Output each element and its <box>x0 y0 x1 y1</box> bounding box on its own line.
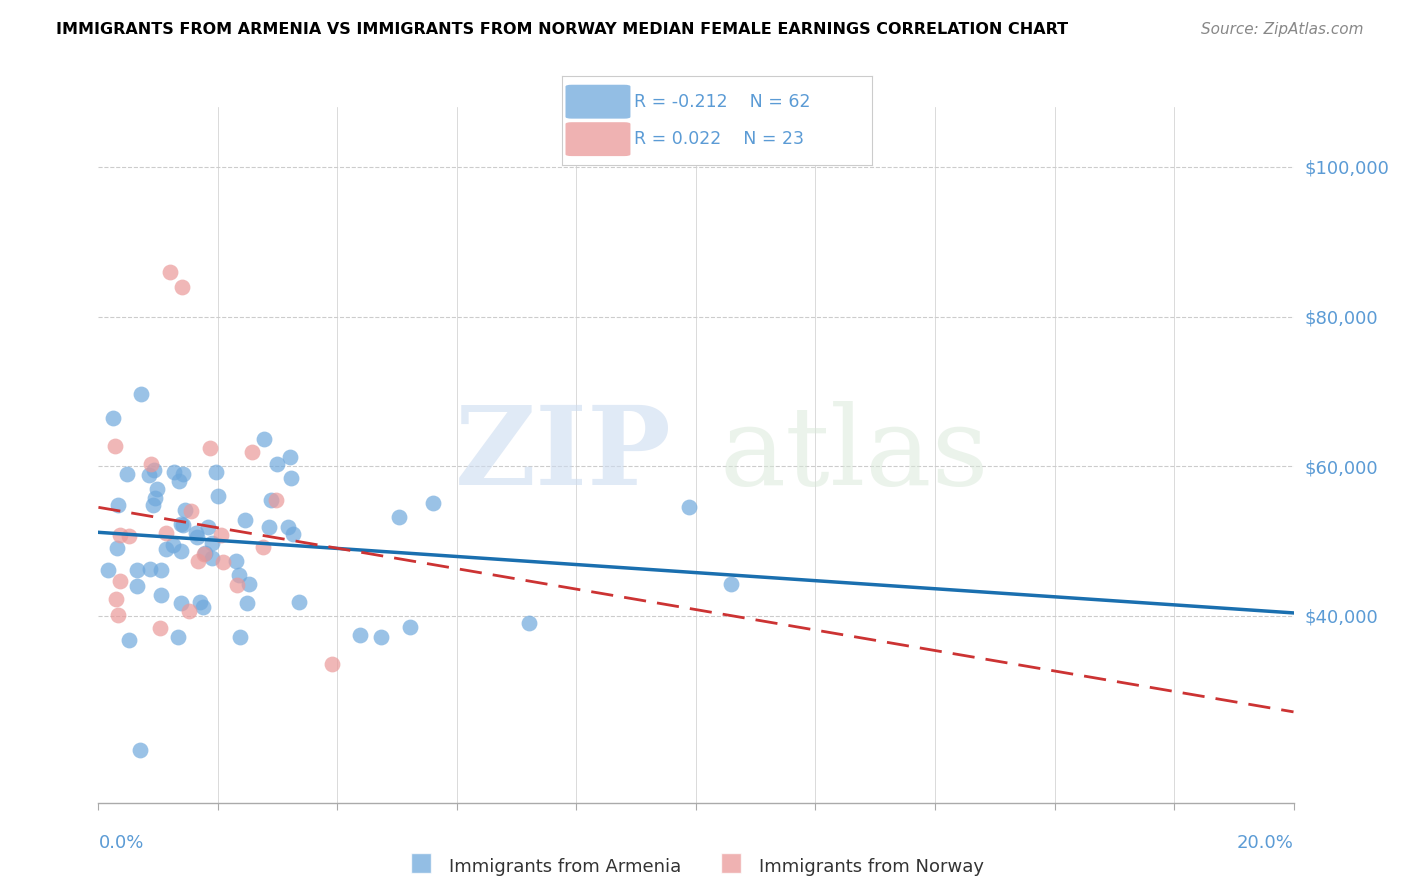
Point <box>519 616 541 631</box>
Point <box>194 546 217 560</box>
Point <box>264 493 287 508</box>
Point <box>107 607 129 622</box>
Point <box>115 467 138 482</box>
Point <box>280 471 302 485</box>
Text: atlas: atlas <box>720 401 990 508</box>
Point <box>101 411 124 425</box>
Point <box>105 541 128 555</box>
Point <box>260 492 283 507</box>
Point <box>240 445 263 459</box>
Point <box>278 450 301 464</box>
FancyBboxPatch shape <box>565 122 630 156</box>
Point <box>139 457 162 471</box>
Point <box>191 600 214 615</box>
Text: 20.0%: 20.0% <box>1237 834 1294 852</box>
Point <box>170 517 193 532</box>
Point <box>257 520 280 534</box>
Point <box>186 525 208 540</box>
Point <box>678 500 700 515</box>
Point <box>172 518 194 533</box>
Point <box>145 491 167 505</box>
Point <box>212 555 235 569</box>
Point <box>187 554 209 568</box>
Point <box>131 387 153 401</box>
Point <box>207 489 229 503</box>
Point <box>201 536 224 550</box>
Point <box>186 529 208 543</box>
Text: R = 0.022    N = 23: R = 0.022 N = 23 <box>634 130 804 148</box>
Point <box>283 526 305 541</box>
Point <box>236 597 259 611</box>
Point <box>150 563 173 577</box>
Point <box>155 526 177 541</box>
Point <box>145 482 167 496</box>
Point <box>225 554 247 568</box>
Text: Source: ZipAtlas.com: Source: ZipAtlas.com <box>1201 22 1364 37</box>
Point <box>125 563 148 577</box>
Point <box>142 498 165 512</box>
Point <box>193 547 215 561</box>
Point <box>167 474 190 488</box>
Text: 0.0%: 0.0% <box>98 834 143 852</box>
Point <box>173 502 195 516</box>
Point <box>138 467 160 482</box>
Point <box>180 504 202 518</box>
Point <box>229 630 252 644</box>
Point <box>422 496 444 510</box>
Point <box>228 568 250 582</box>
Text: ZIP: ZIP <box>456 401 672 508</box>
Point <box>117 632 139 647</box>
Point <box>169 596 191 610</box>
Point <box>252 540 274 554</box>
Point <box>225 578 247 592</box>
Point <box>155 541 177 556</box>
Point <box>205 465 228 479</box>
Point <box>209 527 232 541</box>
Point <box>118 529 141 543</box>
Point <box>233 513 256 527</box>
FancyBboxPatch shape <box>565 85 630 119</box>
Point <box>108 574 131 588</box>
Point <box>179 604 201 618</box>
Point <box>107 499 129 513</box>
Point <box>198 441 221 455</box>
Point <box>172 279 194 293</box>
Point <box>321 657 343 672</box>
Point <box>277 520 299 534</box>
Point <box>97 563 120 577</box>
Point <box>287 595 309 609</box>
Text: IMMIGRANTS FROM ARMENIA VS IMMIGRANTS FROM NORWAY MEDIAN FEMALE EARNINGS CORRELA: IMMIGRANTS FROM ARMENIA VS IMMIGRANTS FR… <box>56 22 1069 37</box>
Point <box>108 527 131 541</box>
Point <box>129 743 152 757</box>
Point <box>720 576 742 591</box>
Point <box>398 620 420 634</box>
Text: R = -0.212    N = 62: R = -0.212 N = 62 <box>634 93 810 111</box>
Legend: Immigrants from Armenia, Immigrants from Norway: Immigrants from Armenia, Immigrants from… <box>401 847 991 884</box>
Point <box>150 588 173 602</box>
Point <box>172 467 194 481</box>
Point <box>201 550 224 565</box>
Point <box>170 544 193 558</box>
Point <box>143 462 166 476</box>
Point <box>253 432 276 446</box>
Point <box>159 265 181 279</box>
Point <box>127 580 149 594</box>
Point <box>149 621 172 635</box>
Point <box>388 510 411 524</box>
Point <box>163 465 186 479</box>
Point <box>349 627 371 641</box>
Point <box>197 520 219 534</box>
Point <box>162 538 184 552</box>
Point <box>188 595 211 609</box>
Point <box>139 562 162 576</box>
Point <box>266 458 288 472</box>
Point <box>104 439 127 453</box>
Point <box>238 577 260 591</box>
Point <box>104 591 127 606</box>
Point <box>167 630 190 644</box>
Point <box>370 630 392 644</box>
